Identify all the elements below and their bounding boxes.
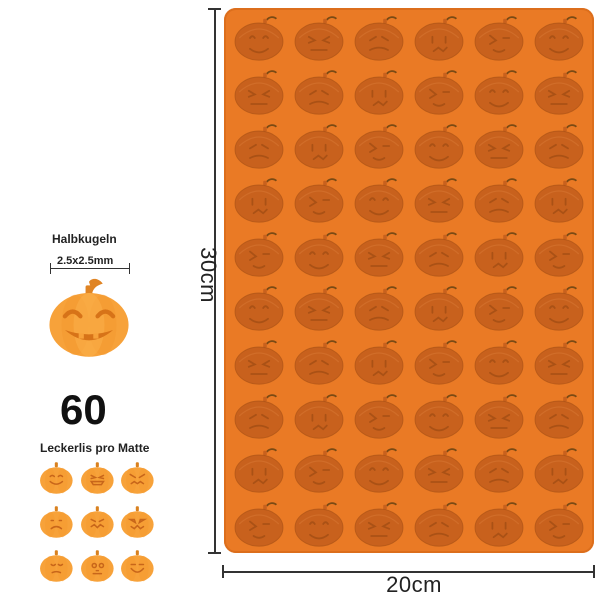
pumpkin-cavity-icon: [532, 14, 586, 62]
pumpkin-zigzag-face-icon: [79, 502, 116, 542]
pumpkin-cavity-icon: [232, 14, 286, 62]
shape-size-tick-right: [129, 263, 131, 274]
pumpkin-cavity-icon: [472, 122, 526, 170]
pumpkin-skull-face-icon: [79, 546, 116, 586]
pumpkin-cavity-icon: [292, 68, 346, 116]
pumpkin-cavity-icon: [532, 230, 586, 278]
pumpkin-cavity-icon: [232, 392, 286, 440]
pumpkin-cavity-icon: [232, 338, 286, 386]
pumpkin-cavity-icon: [412, 338, 466, 386]
face-variants-grid: [38, 458, 156, 586]
pumpkin-cavity-icon: [232, 500, 286, 548]
pumpkin-cavity-icon: [532, 500, 586, 548]
pumpkin-cavity-icon: [352, 230, 406, 278]
pumpkin-cavity-icon: [232, 284, 286, 332]
pumpkin-cavity-icon: [532, 446, 586, 494]
pumpkin-cavity-icon: [472, 68, 526, 116]
pumpkin-cavity-icon: [412, 446, 466, 494]
pumpkin-cavity-icon: [292, 14, 346, 62]
pumpkin-cavity-icon: [532, 284, 586, 332]
pumpkin-cavity-icon: [472, 176, 526, 224]
shape-name-label: Halbkugeln: [52, 232, 117, 246]
pumpkin-cavity-icon: [352, 338, 406, 386]
pumpkin-cavity-icon: [292, 446, 346, 494]
pumpkin-cavity-icon: [352, 446, 406, 494]
jack-o-lantern-smiling-icon: [46, 278, 132, 358]
pumpkin-cavity-icon: [352, 14, 406, 62]
pumpkin-cavity-icon: [472, 338, 526, 386]
pumpkin-cavity-icon: [232, 230, 286, 278]
pumpkin-sad-face-icon: [38, 502, 75, 542]
pumpkin-cavity-icon: [232, 122, 286, 170]
pumpkin-cavity-icon: [472, 500, 526, 548]
pumpkin-cavity-icon: [472, 284, 526, 332]
pumpkin-cavity-icon: [532, 392, 586, 440]
pumpkin-frown-face-icon: [38, 546, 75, 586]
height-dimension-line: [214, 8, 216, 553]
pumpkin-cavity-icon: [232, 68, 286, 116]
shape-size-label: 2.5x2.5mm: [57, 255, 114, 267]
pumpkin-cavity-icon: [292, 338, 346, 386]
pumpkin-cavity-icon: [412, 284, 466, 332]
pumpkin-angry-face-icon: [119, 458, 156, 498]
pumpkin-cavity-icon: [412, 500, 466, 548]
pumpkin-cavity-icon: [472, 392, 526, 440]
pumpkin-cavity-icon: [232, 176, 286, 224]
pumpkin-cavity-icon: [472, 446, 526, 494]
treat-count-caption: Leckerlis pro Matte: [40, 441, 150, 455]
pumpkin-cavity-icon: [412, 176, 466, 224]
pumpkin-cavity-icon: [292, 122, 346, 170]
pumpkin-cavity-icon: [532, 122, 586, 170]
pumpkin-cavity-icon: [352, 284, 406, 332]
silicone-mold-mat: [224, 8, 594, 553]
height-dimension-tick-top: [208, 8, 221, 10]
pumpkin-cavity-icon: [292, 230, 346, 278]
pumpkin-cavity-icon: [352, 176, 406, 224]
pumpkin-cavity-icon: [232, 446, 286, 494]
pumpkin-cavity-icon: [412, 392, 466, 440]
pumpkin-cavity-icon: [472, 230, 526, 278]
width-dimension-tick-left: [222, 565, 224, 578]
pumpkin-cavity-icon: [412, 230, 466, 278]
width-dimension-line: [222, 571, 594, 573]
pumpkin-cavity-icon: [292, 176, 346, 224]
height-dimension-label: 30cm: [196, 247, 221, 303]
pumpkin-cavity-icon: [412, 122, 466, 170]
pumpkin-smile-face-icon: [38, 458, 75, 498]
pumpkin-cavity-icon: [472, 14, 526, 62]
shape-size-tick-left: [50, 263, 52, 274]
pumpkin-cavity-icon: [352, 392, 406, 440]
pumpkin-cavity-icon: [412, 14, 466, 62]
pumpkin-cavity-icon: [292, 392, 346, 440]
width-dimension-label: 20cm: [386, 572, 442, 597]
shape-size-line: [50, 268, 130, 270]
pumpkin-happy-face-icon: [119, 546, 156, 586]
height-dimension-tick-bottom: [208, 552, 221, 554]
pumpkin-cavity-icon: [532, 68, 586, 116]
pumpkin-cavity-icon: [352, 122, 406, 170]
pumpkin-cavity-icon: [412, 68, 466, 116]
width-dimension-tick-right: [593, 565, 595, 578]
pumpkin-cavity-icon: [532, 176, 586, 224]
pumpkin-evil-face-icon: [119, 502, 156, 542]
pumpkin-cavity-icon: [352, 68, 406, 116]
pumpkin-cavity-icon: [292, 500, 346, 548]
pumpkin-grin-face-icon: [79, 458, 116, 498]
pumpkin-cavity-icon: [352, 500, 406, 548]
pumpkin-cavity-icon: [292, 284, 346, 332]
mold-cavity-grid: [232, 14, 586, 547]
treat-count: 60: [60, 386, 107, 433]
pumpkin-cavity-icon: [532, 338, 586, 386]
